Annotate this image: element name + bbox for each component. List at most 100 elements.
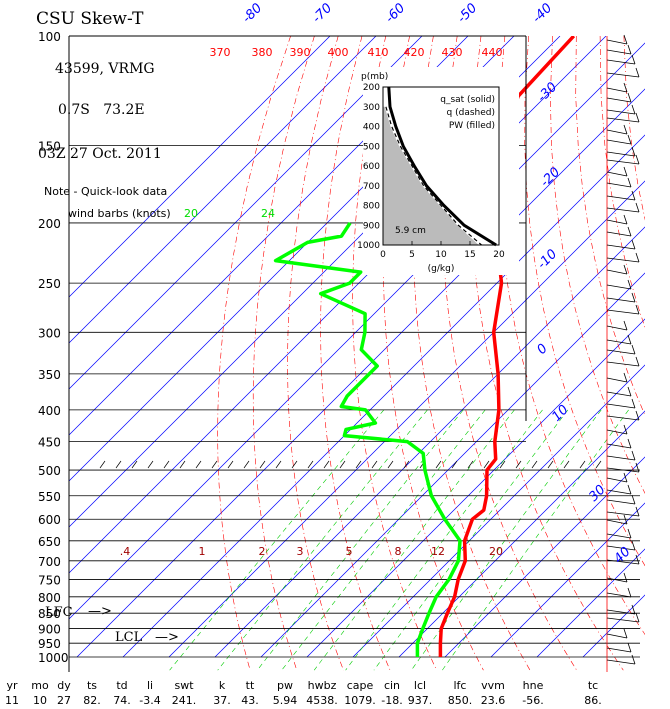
wind-barb-flag [631,292,636,303]
mid-barb [291,460,298,469]
mixing-ratio-1 [217,409,428,671]
inset-ytick: 900 [363,221,380,231]
summary-value-hwbz: 4538. [306,694,338,707]
isotherm--10 [260,272,645,658]
dry-adiabat-410 [648,36,670,670]
wind-barb [606,269,628,275]
mid-barb [387,460,394,469]
dry-adiabat-350 [497,36,645,636]
summary-value-td: 74. [113,694,131,707]
wind-barb [606,339,632,345]
pressure-tick-350: 350 [38,368,61,382]
wind-barb [606,171,628,177]
location-label: 0.7S 73.2E [58,102,145,118]
isotherm-label: -70 [310,1,336,27]
mixing-ratio-label: 2 [259,545,266,558]
wind-barb [606,519,628,525]
summary-header-lfc: lfc [454,679,467,692]
isotherm-30 [444,456,645,658]
wind-barb-flag [627,279,632,290]
mid-barb [323,460,330,469]
mid-barb [227,460,234,469]
wind-barb [606,219,628,225]
wind-barb-flag [623,82,628,93]
wind-barb-flag [635,506,640,517]
wind-barb [606,592,632,598]
mid-barb [515,460,522,469]
wind-barb [606,182,632,188]
mid-barb [531,460,538,469]
wind-barb-flag [635,410,640,421]
wind-barb-flag [623,320,628,331]
plot-frame [68,35,527,672]
summary-header-pw: pw [277,679,293,692]
wind-barb-flag [623,214,628,225]
pressure-tick-750: 750 [38,573,61,587]
summary-value-tt: 43. [241,694,259,707]
summary-value-dy: 27 [57,694,71,707]
wind-barb-flag [635,112,640,123]
isotherm-10 [352,364,645,658]
dewpoint-profile [273,221,462,657]
theta-label: 430 [442,46,463,59]
pressure-tick-700: 700 [38,555,61,569]
inset-ytick: 200 [363,83,380,93]
wind-barb-flag [631,104,636,115]
wind-barb-flag [631,54,636,65]
inset-ytick: 500 [363,142,380,152]
wind-barb [606,617,640,623]
isotherm-label: -30 [535,80,561,106]
pressure-tick-450: 450 [38,436,61,450]
pressure-tick-900: 900 [38,623,61,637]
wind-barb [606,533,632,539]
wind-barb [606,377,628,383]
isotherm-20 [398,410,645,658]
summary-header-cin: cin [384,679,400,692]
wind-barb-flag [635,252,640,263]
inset-ytick: 800 [363,202,380,212]
wind-barb [606,257,640,263]
wind-barb-flag [623,572,628,583]
mixing-ratio-label: 1 [199,545,206,558]
theta-label: 370 [210,46,231,59]
summary-header-dy: dy [57,679,71,692]
mid-barb [563,460,570,469]
inset-ytick: 600 [363,162,380,172]
mid-barb [579,460,586,469]
wind-barb-flag [631,239,636,250]
pressure-tick-250: 250 [38,277,61,291]
wind-barb [606,109,636,115]
pressure-tick-950: 950 [38,637,61,651]
mid-barb [435,460,442,469]
mixing-ratio-20 [411,409,602,671]
wind-barb [606,477,628,483]
wind-barb-flag [635,612,640,623]
isotherm-label: 10 [549,402,571,424]
inset-ytick: 1000 [357,241,380,251]
dry-adiabat-360 [524,36,645,567]
isotherm--60 [69,42,645,620]
mid-barb [259,460,266,469]
mid-barb [275,460,282,469]
theta-label: 420 [404,46,425,59]
dry-adiabat-330 [442,36,577,671]
wind-barb-flag [631,398,636,409]
mixing-ratio-0.4 [169,409,385,671]
summary-header-mo: mo [31,679,49,692]
pressure-tick-550: 550 [38,490,61,504]
isotherm-40 [490,502,645,658]
wind-barb [606,87,628,93]
summary-header-vvm: vvm [481,679,505,692]
pressure-tick-850: 850 [38,607,61,621]
wind-barb-flag [627,177,632,188]
isotherm-0 [306,318,645,658]
summary-header-hne: hne [523,679,544,692]
wind-barb [606,467,640,473]
mid-barb [451,460,458,469]
summary-value-vvm: 23.6 [481,694,506,707]
isotherm--30 [168,180,645,658]
isotherm--130 [69,36,331,298]
pressure-tick-800: 800 [38,591,61,605]
theta-label: 390 [290,46,311,59]
